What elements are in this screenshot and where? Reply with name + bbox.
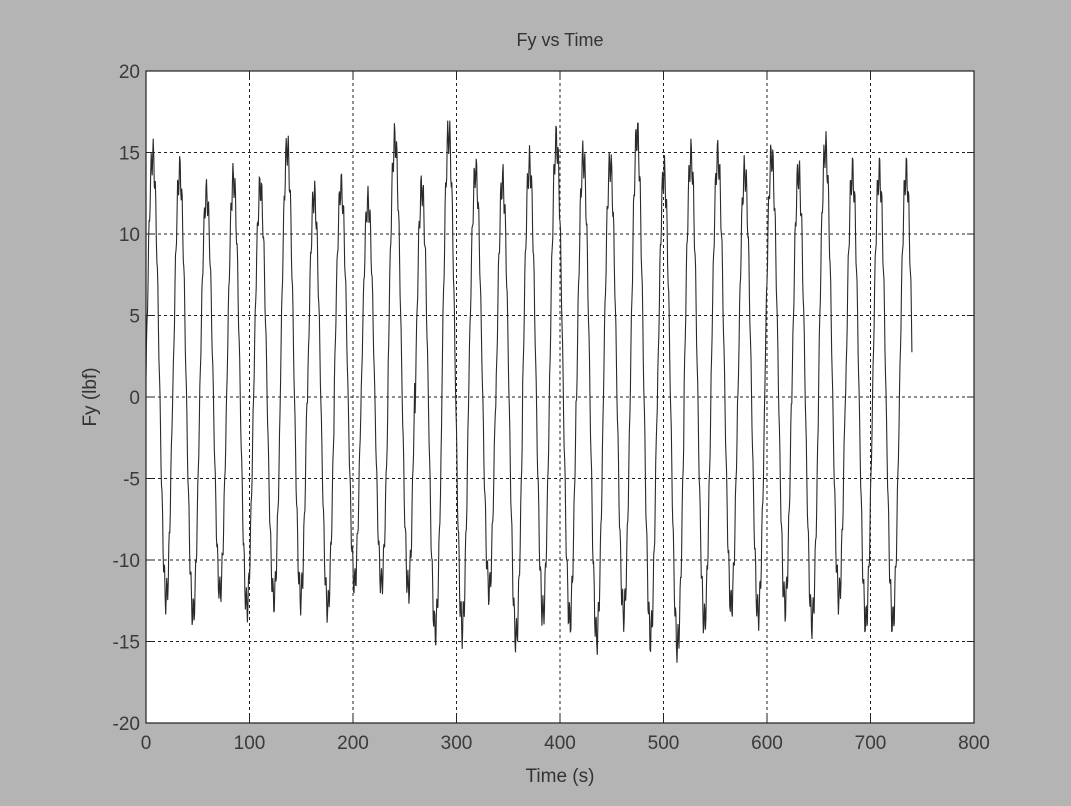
series-layer bbox=[145, 120, 913, 663]
y-tick-label: 20 bbox=[119, 62, 140, 83]
x-tick-label: 100 bbox=[234, 733, 266, 754]
x-axis-label: Time (s) bbox=[526, 766, 595, 787]
y-tick-label: -5 bbox=[123, 470, 140, 491]
x-tick-label: 800 bbox=[958, 733, 990, 754]
y-tick-label: 0 bbox=[129, 388, 140, 409]
y-tick-label: 10 bbox=[119, 225, 140, 246]
ticks: 0 100 200 300 400 500 600 700 800 -20 -15 -10 -5 0 5 10… bbox=[113, 62, 990, 754]
x-tick-label: 500 bbox=[648, 733, 680, 754]
y-tick-label: -15 bbox=[113, 633, 140, 654]
chart-title: Fy vs Time bbox=[516, 30, 603, 50]
y-tick-label: 5 bbox=[129, 307, 140, 328]
x-tick-label: 700 bbox=[855, 733, 887, 754]
series-line-fy bbox=[145, 120, 913, 663]
y-tick-label: -10 bbox=[113, 551, 140, 572]
y-tick-label: 15 bbox=[119, 144, 140, 165]
x-tick-label: 200 bbox=[337, 733, 369, 754]
x-tick-label: 400 bbox=[544, 733, 576, 754]
y-axis-label: Fy (lbf) bbox=[80, 367, 101, 426]
x-tick-label: 600 bbox=[751, 733, 783, 754]
x-tick-label: 0 bbox=[141, 733, 152, 754]
x-tick-label: 300 bbox=[441, 733, 473, 754]
y-tick-label: -20 bbox=[113, 714, 140, 735]
